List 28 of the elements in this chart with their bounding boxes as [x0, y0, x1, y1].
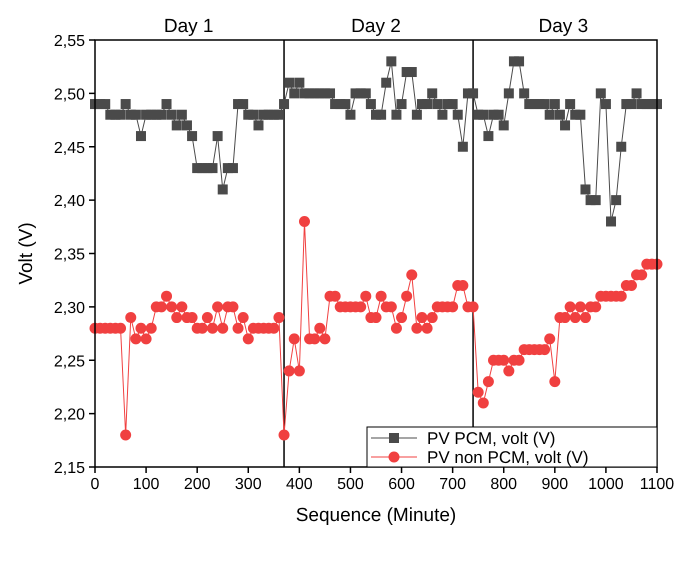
x-axis-title: Sequence (Minute)	[296, 505, 456, 526]
y-tick-label: 2,40	[54, 193, 86, 210]
text: Day 1	[164, 16, 214, 37]
x-tick-label: 800	[490, 476, 518, 493]
x-tick-label: 700	[439, 476, 466, 493]
legend-label: PV non PCM, volt (V)	[427, 448, 589, 467]
x-tick-label: 200	[184, 476, 211, 493]
y-tick-label: 2,30	[54, 300, 86, 317]
y-tick-label: 2,20	[54, 406, 86, 424]
legend-label: PV PCM, volt (V)	[427, 429, 556, 448]
y-tick-label: 2,45	[54, 140, 86, 157]
x-tick-label: 0	[90, 476, 100, 493]
x-tick-label: 600	[388, 476, 415, 493]
x-tick-label: 500	[337, 476, 364, 493]
y-tick-label: 2,25	[54, 353, 86, 370]
x-tick-label: 1100	[640, 476, 674, 493]
text: Day 2	[351, 16, 401, 37]
y-axis-title: Volt (V)	[16, 222, 37, 285]
x-tick-label: 900	[541, 476, 568, 493]
y-tick-label: 2,55	[54, 33, 86, 50]
x-tick-label: 100	[132, 476, 160, 493]
x-tick-label: 300	[234, 476, 262, 493]
y-tick-label: 2,50	[54, 86, 86, 104]
x-tick-label: 1000	[588, 476, 624, 493]
x-tick-label: 400	[286, 476, 313, 493]
y-tick-label: 2,15	[54, 460, 86, 477]
y-tick-label: 2,35	[54, 246, 86, 264]
text: Day 3	[538, 16, 588, 37]
